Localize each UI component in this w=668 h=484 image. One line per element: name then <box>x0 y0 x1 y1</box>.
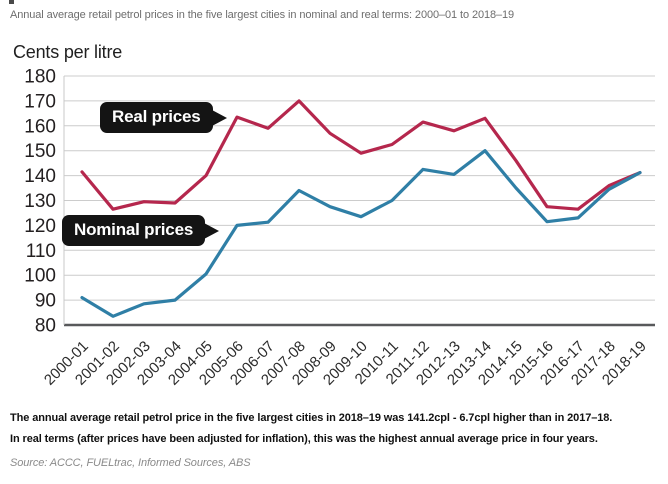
y-tick-label: 150 <box>24 141 56 162</box>
source-text: Source: ACCC, FUELtrac, Informed Sources… <box>10 457 251 469</box>
y-tick-label: 80 <box>35 316 56 337</box>
y-tick-label: 170 <box>24 91 56 112</box>
y-tick-label: 110 <box>26 241 56 262</box>
nominal-prices-line <box>80 149 642 318</box>
real-prices-line <box>80 99 642 211</box>
y-tick-label: 90 <box>35 291 56 312</box>
nominal-prices-callout: Nominal prices <box>62 215 220 246</box>
chart-title: Annual average retail petrol prices in t… <box>10 9 515 21</box>
screen-artifact <box>9 0 14 4</box>
y-tick-label: 100 <box>24 266 56 287</box>
summary-line-1: The annual average retail petrol price i… <box>10 412 613 424</box>
y-tick-label: 120 <box>24 216 56 237</box>
callout-arrow-right-icon <box>211 110 227 126</box>
summary-line-2: In real terms (after prices have been ad… <box>10 433 598 445</box>
y-tick-label: 140 <box>24 166 56 187</box>
y-tick-label: 180 <box>24 67 56 88</box>
callout-arrow-right-icon <box>204 223 220 239</box>
y-axis-unit-label: Cents per litre <box>13 42 123 62</box>
y-tick-label: 130 <box>24 191 56 212</box>
real-prices-callout: Real prices <box>100 102 227 133</box>
y-tick-label: 160 <box>24 116 56 137</box>
real-prices-label: Real prices <box>112 107 201 126</box>
summary-text: The annual average retail petrol price i… <box>10 408 668 450</box>
nominal-prices-label: Nominal prices <box>74 220 194 239</box>
